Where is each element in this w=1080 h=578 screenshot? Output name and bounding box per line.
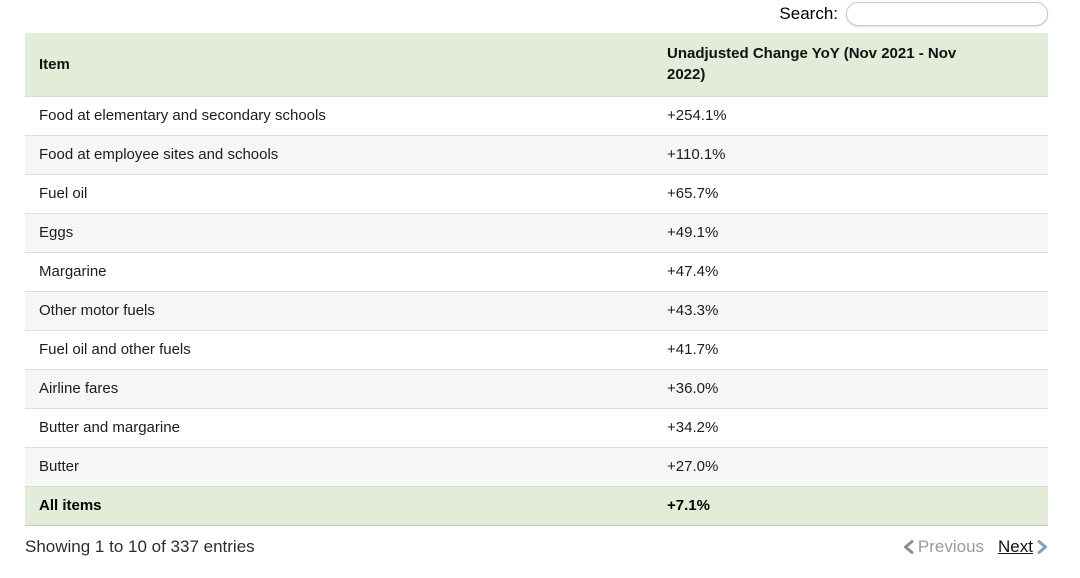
search-input[interactable]	[846, 2, 1048, 26]
cpi-change-table: Item Unadjusted Change YoY (Nov 2021 - N…	[25, 33, 1048, 526]
item-cell: Airline fares	[25, 368, 653, 408]
previous-button[interactable]: Previous	[903, 537, 984, 557]
table-row: Eggs +49.1%	[25, 212, 1048, 252]
table-header: Item Unadjusted Change YoY (Nov 2021 - N…	[25, 33, 1048, 97]
summary-row-all-items: All items +7.1%	[25, 485, 1048, 526]
next-button[interactable]: Next	[998, 537, 1048, 557]
chevron-left-icon	[903, 539, 914, 554]
change-cell: +27.0%	[653, 446, 1048, 486]
item-cell: Food at elementary and secondary schools	[39, 107, 326, 124]
table-row: Food at employee sites and schools +110.…	[25, 134, 1048, 174]
change-cell: +34.2%	[653, 407, 1048, 447]
entries-info: Showing 1 to 10 of 337 entries	[25, 536, 255, 556]
chevron-right-icon	[1037, 539, 1048, 554]
previous-label: Previous	[917, 536, 985, 556]
change-cell: +41.7%	[653, 329, 1048, 369]
table-row: Butter +27.0%	[25, 446, 1048, 486]
change-cell: +36.0%	[653, 368, 1048, 408]
item-cell: Food at employee sites and schools	[25, 134, 653, 174]
header-row: Item Unadjusted Change YoY (Nov 2021 - N…	[25, 33, 1048, 97]
table-row: Margarine +47.4%	[25, 251, 1048, 291]
search-label: Search:	[779, 4, 838, 23]
change-cell: +110.1%	[653, 134, 1048, 174]
change-cell: +254.1%	[667, 107, 727, 124]
item-cell: Eggs	[25, 212, 653, 252]
table-row: Fuel oil and other fuels +41.7%	[25, 329, 1048, 369]
change-cell: +7.1%	[653, 485, 1048, 526]
data-table-widget: Search: Item Unadjusted Change YoY (Nov …	[25, 0, 1048, 557]
item-cell: Fuel oil and other fuels	[25, 329, 653, 369]
table-row: Butter and margarine +34.2%	[25, 407, 1048, 447]
column-header-item[interactable]: Item	[25, 33, 653, 97]
table-footer: Showing 1 to 10 of 337 entries Previous …	[25, 526, 1048, 557]
column-header-change-label: Unadjusted Change YoY (Nov 2021 - Nov 20…	[667, 45, 957, 84]
search-bar: Search:	[25, 0, 1048, 33]
item-cell: Butter and margarine	[25, 407, 653, 447]
column-header-item-label: Item	[39, 55, 70, 73]
table-row: Food at elementary and secondary schools…	[25, 96, 1048, 135]
table-row: Airline fares +36.0%	[25, 368, 1048, 408]
item-cell: Margarine	[25, 251, 653, 291]
next-label: Next	[998, 536, 1033, 556]
item-cell: Other motor fuels	[25, 290, 653, 330]
column-header-change[interactable]: Unadjusted Change YoY (Nov 2021 - Nov 20…	[653, 33, 1048, 97]
item-cell: Butter	[25, 446, 653, 486]
change-cell: +43.3%	[653, 290, 1048, 330]
change-cell: +65.7%	[653, 173, 1048, 213]
change-cell: +47.4%	[653, 251, 1048, 291]
table-row: Other motor fuels +43.3%	[25, 290, 1048, 330]
change-cell: +49.1%	[653, 212, 1048, 252]
item-cell: All items	[25, 485, 653, 526]
item-cell: Fuel oil	[25, 173, 653, 213]
table-body: Food at elementary and secondary schools…	[25, 96, 1048, 526]
pagination: Previous Next	[903, 537, 1048, 557]
table-row: Fuel oil +65.7%	[25, 173, 1048, 213]
